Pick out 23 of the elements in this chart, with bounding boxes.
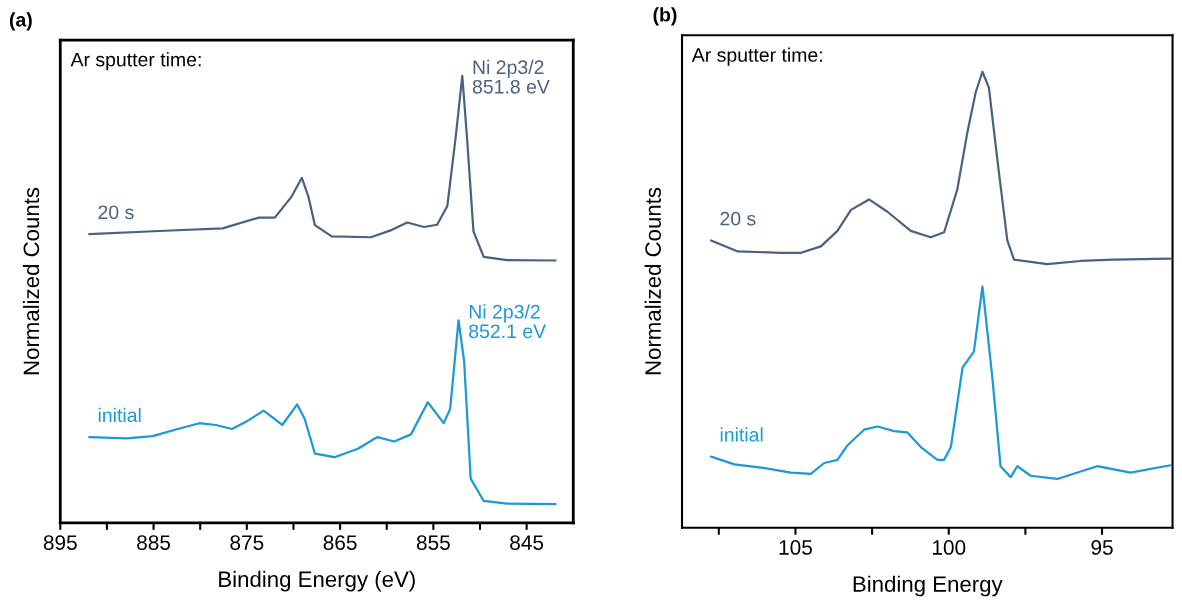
annotation: Ni 2p3/2 852.1 eV <box>469 304 547 339</box>
x-tick-label: 100 <box>932 540 966 555</box>
text: Ar sputter time: <box>70 52 201 71</box>
y-axis-title: Normalized Counts <box>22 187 40 375</box>
text: Ar sputter time: <box>691 47 822 66</box>
x-tick-label: 855 <box>416 535 450 550</box>
x-axis-title: Binding Energy (eV) <box>219 570 415 592</box>
x-axis-title: Binding Energy <box>853 575 1003 597</box>
x-tick-label: 865 <box>323 535 357 550</box>
x-tick-label: 95 <box>1091 540 1113 555</box>
annotation: Ni 2p3/2 851.8 eV <box>472 59 550 94</box>
x-tick-label: 885 <box>137 535 171 550</box>
y-axis-title: Normalized Counts <box>644 187 661 375</box>
x-tick-label: 875 <box>230 535 264 550</box>
x-tick-label: 105 <box>779 540 812 555</box>
chart-title: (a) <box>9 12 32 31</box>
series-label: 20 s <box>720 211 756 226</box>
series-label: initial <box>98 407 141 423</box>
x-tick-label: 895 <box>43 535 77 550</box>
x-tick-label: 845 <box>510 535 544 550</box>
chart-title: (b) <box>653 7 677 26</box>
series-label: 20 s <box>98 205 134 220</box>
series-label: initial <box>720 427 763 442</box>
